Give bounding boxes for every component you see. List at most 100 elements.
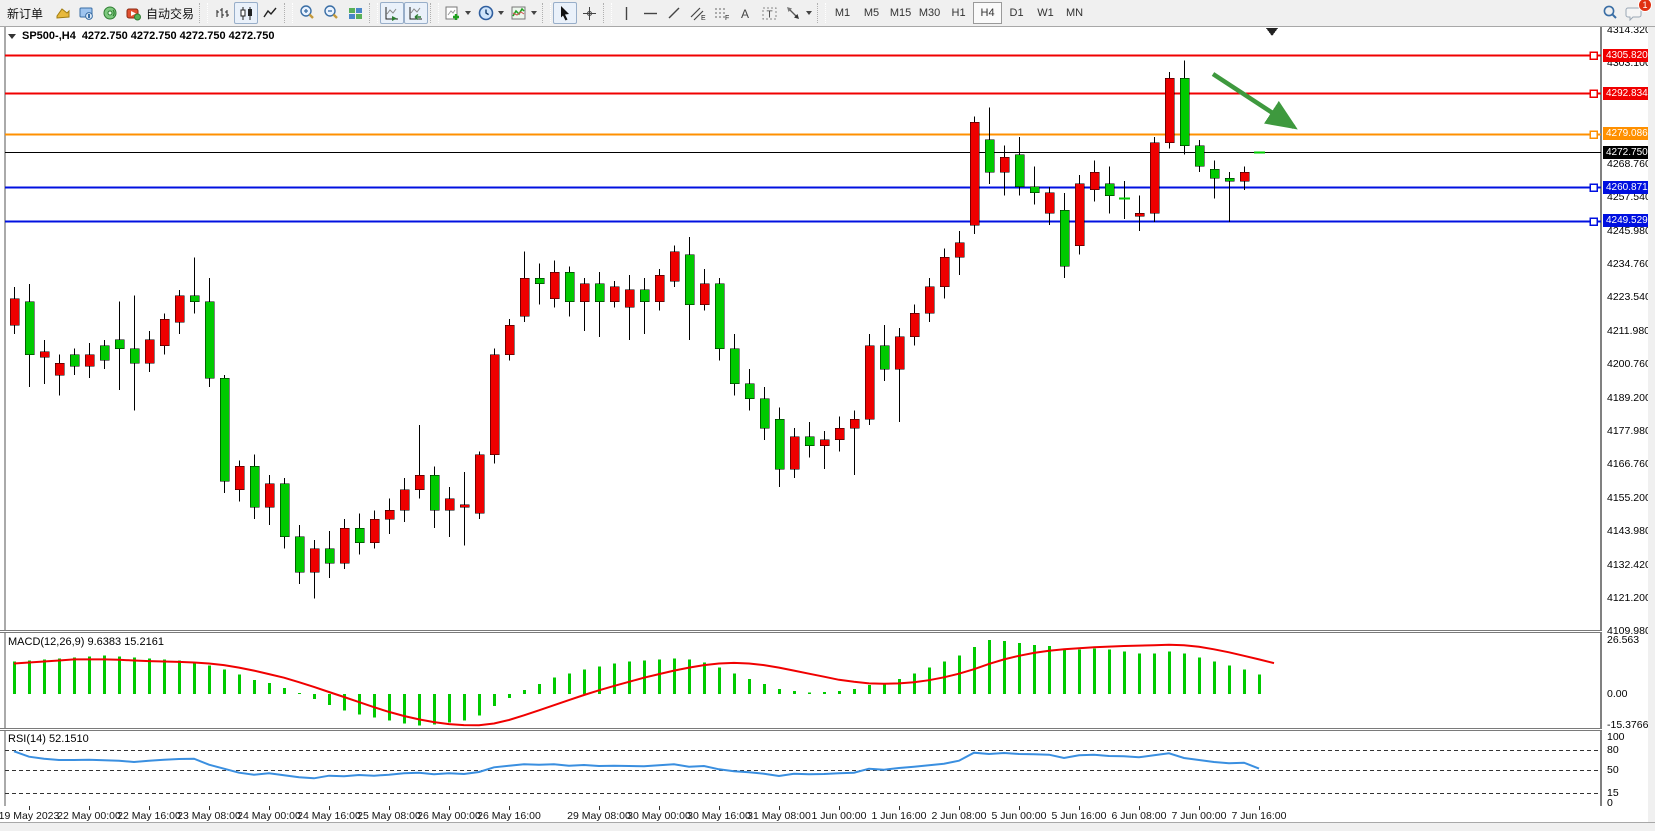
autotrading-label: 自动交易 — [146, 6, 195, 21]
time-label: 1 Jun 16:00 — [871, 810, 927, 822]
price-tick-label: 4268.760 — [1607, 158, 1651, 171]
time-label: 7 Jun 00:00 — [1171, 810, 1227, 822]
time-tick — [149, 806, 150, 810]
time-tick — [959, 806, 960, 810]
time-label: 7 Jun 16:00 — [1231, 810, 1287, 822]
time-tick — [509, 806, 510, 810]
pane-separator[interactable] — [0, 728, 1655, 731]
rsi-pane[interactable] — [0, 731, 1602, 806]
timeframe-button-m1[interactable]: M1 — [834, 7, 851, 19]
ohlc-values: 4272.750 4272.750 4272.750 4272.750 — [81, 30, 275, 42]
time-label: 22 May 00:00 — [57, 810, 121, 822]
time-label: 22 May 16:00 — [117, 810, 181, 822]
dropdown-arrow-icon — [465, 11, 472, 15]
toolbar-separator — [199, 3, 209, 23]
period-clock-button[interactable] — [474, 2, 507, 24]
fibonacci-icon[interactable]: F — [710, 2, 734, 24]
rsi-axis-label: 0 — [1607, 797, 1613, 810]
time-tick — [1079, 806, 1080, 810]
timeframe-button-m30[interactable]: M30 — [918, 7, 941, 19]
time-label: 19 May 2023 — [0, 810, 60, 822]
svg-text:A: A — [741, 7, 749, 21]
timeframe-button-h4[interactable]: H4 — [973, 2, 1003, 24]
vertical-line-icon[interactable] — [614, 2, 638, 24]
toolbar-separator — [542, 3, 552, 23]
zoom-out-icon[interactable] — [319, 2, 343, 24]
time-label: 25 May 08:00 — [357, 810, 421, 822]
level-price-label: 4305.820 — [1603, 48, 1655, 62]
time-label: 29 May 08:00 — [567, 810, 631, 822]
rsi-axis-label: 80 — [1607, 744, 1619, 756]
price-tick-label: 4155.200 — [1607, 492, 1651, 505]
time-tick — [1139, 806, 1140, 810]
timeframe-button-d1[interactable]: D1 — [1009, 7, 1024, 19]
timeframe-button-h1[interactable]: H1 — [951, 7, 966, 19]
time-label: 6 Jun 08:00 — [1111, 810, 1167, 822]
tile-windows-icon[interactable] — [343, 2, 367, 24]
price-tick-label: 4211.980 — [1607, 325, 1651, 338]
main-chart-pane[interactable] — [0, 26, 1602, 630]
time-axis[interactable]: 19 May 2023 22 May 00:00 22 May 16:00 23 Ma… — [0, 806, 1655, 822]
svg-text:T: T — [767, 9, 773, 20]
shapes-icon[interactable] — [782, 2, 815, 24]
window-right-strip — [1648, 26, 1655, 822]
time-tick — [329, 806, 330, 810]
svg-text:F: F — [725, 15, 729, 22]
new-chart-button[interactable] — [441, 2, 474, 24]
price-tick-label: 4257.540 — [1607, 191, 1651, 204]
timeframe-button-w1[interactable]: W1 — [1037, 7, 1054, 19]
current-price-label: 4272.750 — [1603, 145, 1655, 159]
rsi-axis-label: 15 — [1607, 787, 1619, 800]
timeframe-button-mn[interactable]: MN — [1065, 7, 1084, 19]
toolbar-separator — [284, 3, 294, 23]
time-label: 2 Jun 08:00 — [931, 810, 987, 822]
text-icon[interactable]: A — [734, 2, 758, 24]
timeframe-button-m15[interactable]: M15 — [889, 7, 912, 19]
svg-text:E: E — [701, 15, 706, 22]
rsi-axis-label: 100 — [1607, 730, 1625, 743]
time-tick — [1259, 806, 1260, 810]
chart-shift-icon[interactable] — [404, 2, 429, 24]
indicators-button[interactable] — [507, 2, 540, 24]
auto-scroll-icon[interactable] — [380, 2, 405, 24]
line-chart-icon[interactable] — [258, 2, 282, 24]
search-icon[interactable] — [1598, 2, 1622, 24]
editor-icon[interactable] — [74, 2, 98, 24]
cursor-icon[interactable] — [553, 2, 578, 24]
time-tick — [389, 806, 390, 810]
macd-axis-label: 0.00 — [1607, 688, 1628, 700]
macd-pane[interactable] — [0, 633, 1602, 728]
time-tick — [899, 806, 900, 810]
channel-icon[interactable]: E — [686, 2, 710, 24]
dropdown-arrow-icon — [806, 11, 813, 15]
toolbar-separator — [817, 3, 827, 23]
timeframe-button-m5[interactable]: M5 — [863, 7, 880, 19]
toolbar-separator — [369, 3, 379, 23]
dropdown-arrow-icon — [531, 11, 538, 15]
rsi-label: RSI(14) 52.1510 — [8, 733, 89, 745]
time-label: 30 May 16:00 — [687, 810, 751, 822]
time-label: 23 May 08:00 — [177, 810, 241, 822]
pane-separator[interactable] — [0, 630, 1655, 633]
level-price-label: 4260.871 — [1603, 180, 1655, 194]
toolbar-separator — [430, 3, 440, 23]
signal-icon[interactable] — [98, 2, 122, 24]
crosshair-icon[interactable] — [577, 2, 601, 24]
time-tick — [779, 806, 780, 810]
text-label-icon[interactable]: T — [758, 2, 782, 24]
chat-icon[interactable]: 1 — [1622, 0, 1652, 24]
zoom-in-icon[interactable] — [295, 2, 319, 24]
price-tick-label: 4109.980 — [1607, 625, 1651, 638]
new-order-button[interactable]: 新订单 — [7, 6, 44, 21]
toolbar-separator — [603, 3, 613, 23]
candlestick-chart-icon[interactable] — [234, 2, 259, 24]
trendline-icon[interactable] — [662, 2, 686, 24]
price-tick-label: 4143.980 — [1607, 525, 1651, 538]
autotrading-button[interactable]: 自动交易 — [122, 2, 197, 24]
bar-chart-icon[interactable] — [210, 2, 234, 24]
horizontal-line-icon[interactable] — [638, 2, 662, 24]
price-tick-label: 4177.980 — [1607, 425, 1651, 438]
history-icon[interactable] — [50, 2, 74, 24]
one-click-trading-toggle-icon[interactable] — [8, 33, 16, 39]
